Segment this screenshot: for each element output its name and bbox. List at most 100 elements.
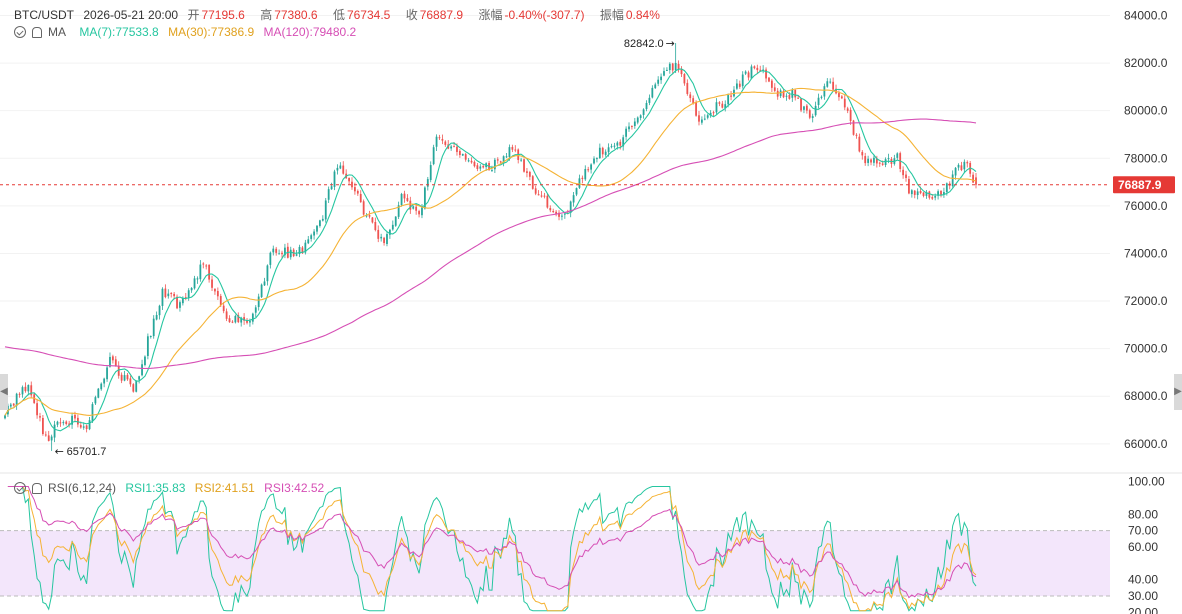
candle-body (671, 63, 674, 71)
candle-body (482, 166, 485, 168)
chart-grid (0, 14, 1182, 474)
candle-body (610, 146, 613, 148)
bell-icon[interactable] (32, 483, 42, 494)
candle-body (514, 149, 517, 151)
candle-body (257, 296, 260, 308)
candle-body (310, 235, 313, 239)
candle-body (330, 186, 333, 190)
candle-body (106, 367, 108, 380)
candle-body (520, 159, 523, 161)
candle-body (97, 388, 100, 398)
ma-legend-title: MA (48, 25, 66, 39)
candle-body (27, 384, 30, 392)
candle-body (598, 147, 601, 159)
scroll-right-icon[interactable]: ▶ (1174, 374, 1182, 410)
candle-body (724, 104, 727, 109)
candle-body (464, 154, 467, 160)
candle-body (327, 189, 330, 200)
candle-body (415, 206, 418, 211)
candle-body (190, 287, 193, 291)
candle-body (263, 281, 266, 286)
close-label: 收 (405, 8, 418, 22)
candle-body (71, 415, 73, 425)
candle-body (254, 307, 257, 313)
candle-body (902, 169, 905, 176)
candle-body (887, 158, 890, 160)
candle-body (473, 161, 476, 167)
candle-body (800, 98, 802, 111)
candle-body (639, 115, 642, 118)
candle-body (15, 393, 18, 406)
candle-body (170, 292, 173, 294)
candle-body (770, 80, 773, 88)
candle-body (42, 417, 44, 435)
candle-body (587, 169, 590, 171)
candle-body (117, 365, 120, 376)
candle-body (741, 74, 744, 87)
candle-body (628, 126, 630, 130)
collapse-icon[interactable] (14, 26, 26, 38)
candle-body (677, 63, 680, 70)
candle-body (954, 167, 957, 176)
candle-body (575, 188, 578, 195)
candle-body (348, 177, 350, 182)
price-tick-label: 74000.0 (1124, 246, 1168, 260)
last-price-label: 76887.9 (1118, 178, 1162, 192)
candle-body (126, 374, 129, 380)
candle-body (730, 95, 732, 97)
candle-body (12, 403, 15, 406)
candle-body (590, 164, 593, 170)
candle-body (383, 237, 385, 244)
candle-body (144, 356, 146, 366)
candle-body (943, 192, 945, 195)
price-tick-label: 70000.0 (1124, 342, 1168, 356)
ma-legend: MA MA(7):77533.8 MA(30):77386.9 MA(120):… (14, 25, 362, 39)
candle-body (222, 305, 225, 312)
price-tick-label: 76000.0 (1124, 199, 1168, 213)
candle-body (951, 174, 954, 187)
candle-body (167, 293, 170, 297)
price-tick-label: 72000.0 (1124, 294, 1168, 308)
candle-body (176, 296, 178, 309)
open-label: 开 (187, 8, 200, 22)
candle-body (240, 317, 243, 323)
candle-body (278, 253, 281, 255)
candle-body (374, 221, 377, 231)
rsi-tick-label: 60.00 (1128, 540, 1158, 554)
candle-body (645, 102, 648, 110)
candle-body (354, 187, 356, 192)
collapse-icon[interactable] (14, 482, 26, 494)
candle-body (686, 82, 689, 94)
candle-body (823, 86, 826, 97)
candle-body (234, 315, 237, 323)
candle-body (418, 211, 420, 215)
candle-body (805, 105, 808, 111)
candle-body (651, 87, 654, 98)
high-value: 77380.6 (274, 8, 318, 22)
candle-body (319, 220, 321, 226)
candle-body (429, 165, 432, 180)
candle-body (36, 403, 38, 416)
candle-body (753, 66, 756, 69)
candle-body (957, 164, 960, 168)
candle-body (785, 95, 788, 97)
candle-body (698, 115, 700, 122)
candle-body (91, 404, 94, 421)
candle-body (426, 179, 429, 187)
candle-body (456, 146, 458, 152)
pair-label: BTC/USDT (14, 8, 74, 22)
candle-body (4, 415, 6, 419)
bell-icon[interactable] (32, 27, 42, 38)
candle-body (450, 146, 453, 149)
candle-body (552, 211, 555, 213)
candle-body (905, 174, 907, 179)
candle-body (397, 205, 400, 217)
candle-body (298, 246, 301, 255)
candle-body (642, 109, 645, 115)
scroll-left-icon[interactable]: ◀ (0, 374, 8, 410)
candle-body (919, 191, 922, 194)
candle-body (735, 83, 738, 89)
candle-body (937, 191, 939, 196)
candle-body (613, 145, 616, 147)
